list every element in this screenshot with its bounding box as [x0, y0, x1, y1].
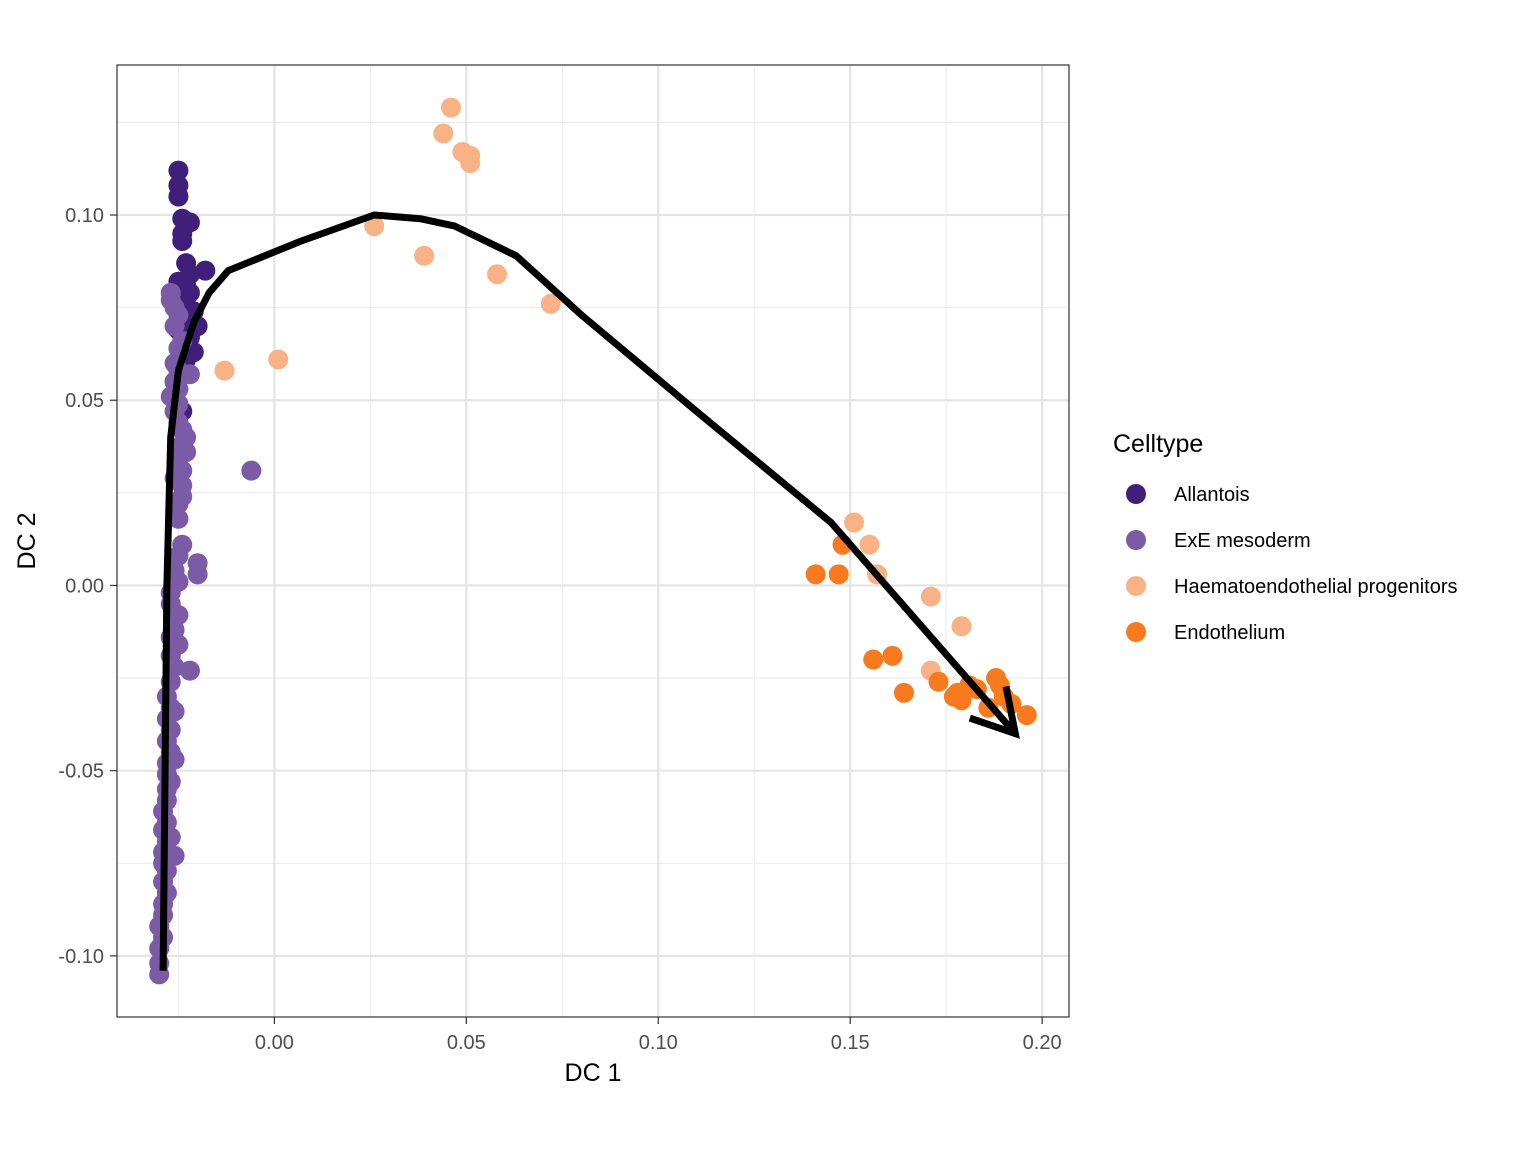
y-axis-title: DC 2	[13, 513, 41, 570]
point-haematoendothelial-progenitors	[214, 360, 235, 381]
x-tick-label: 0.20	[1023, 1032, 1062, 1054]
plot-panel	[117, 65, 1069, 1017]
x-axis-title: DC 1	[565, 1059, 622, 1087]
point-exe-mesoderm	[168, 493, 189, 514]
point-endothelium	[828, 564, 849, 585]
y-tick-label: 0.10	[65, 205, 104, 227]
legend-key-endothelium	[1126, 622, 1146, 642]
point-exe-mesoderm	[164, 701, 185, 722]
x-tick-label: 0.10	[639, 1032, 678, 1054]
point-haematoendothelial-progenitors	[268, 349, 289, 370]
point-exe-mesoderm	[168, 508, 189, 529]
point-exe-mesoderm	[164, 845, 185, 866]
point-allantois	[195, 260, 216, 281]
point-endothelium	[893, 682, 914, 703]
y-tick-label: -0.10	[58, 946, 104, 968]
point-haematoendothelial-progenitors	[951, 616, 972, 637]
point-haematoendothelial-progenitors	[364, 216, 385, 237]
y-tick-label: 0.05	[65, 390, 104, 412]
legend-label-endothelium: Endothelium	[1174, 622, 1285, 644]
point-exe-mesoderm	[241, 460, 262, 481]
point-allantois	[168, 186, 189, 207]
point-allantois	[168, 160, 189, 181]
point-endothelium	[928, 671, 949, 692]
point-exe-mesoderm	[164, 316, 185, 337]
point-endothelium	[805, 564, 826, 585]
x-tick-label: 0.15	[831, 1032, 870, 1054]
point-exe-mesoderm	[164, 749, 185, 770]
point-haematoendothelial-progenitors	[440, 97, 461, 118]
y-axis: -0.10 -0.05 0.00 0.05 0.10	[58, 205, 117, 968]
point-haematoendothelial-progenitors	[414, 245, 435, 266]
point-haematoendothelial-progenitors	[540, 293, 561, 314]
legend-key-exe-mesoderm	[1126, 530, 1146, 550]
point-allantois	[172, 230, 193, 251]
legend-key-haematoendothelial-progenitors	[1126, 576, 1146, 596]
point-haematoendothelial-progenitors	[487, 264, 508, 285]
point-haematoendothelial-progenitors	[844, 512, 865, 533]
trajectory-line	[159, 211, 1018, 971]
point-haematoendothelial-progenitors	[460, 153, 481, 174]
y-tick-label: 0.00	[65, 575, 104, 597]
legend-title: Celltype	[1113, 430, 1203, 458]
point-endothelium	[863, 649, 884, 670]
legend-label-haematoendothelial-progenitors: Haematoendothelial progenitors	[1174, 576, 1458, 598]
point-haematoendothelial-progenitors	[433, 123, 454, 144]
trajectory-arrow	[159, 211, 1020, 971]
x-tick-label: 0.05	[447, 1032, 486, 1054]
point-exe-mesoderm	[187, 564, 208, 585]
point-endothelium	[951, 690, 972, 711]
x-tick-label: 0.00	[255, 1032, 294, 1054]
y-tick-label: -0.05	[58, 761, 104, 783]
legend-key-allantois	[1126, 484, 1146, 504]
legend-label-allantois: Allantois	[1174, 484, 1250, 506]
point-exe-mesoderm	[179, 660, 200, 681]
point-haematoendothelial-progenitors	[859, 534, 880, 555]
point-exe-mesoderm	[179, 364, 200, 385]
point-haematoendothelial-progenitors	[920, 586, 941, 607]
legend-label-exe-mesoderm: ExE mesoderm	[1174, 530, 1311, 552]
trajectory-arrowhead	[968, 685, 1020, 739]
point-endothelium	[1016, 705, 1037, 726]
plot-border	[116, 64, 1070, 1018]
point-endothelium	[882, 645, 903, 666]
legend: Celltype Allantois ExE mesoderm Haematoend…	[1113, 430, 1458, 644]
legend-entries: Allantois ExE mesoderm Haematoendothelial …	[1126, 484, 1458, 644]
x-axis: 0.00 0.05 0.10 0.15 0.20	[255, 1017, 1062, 1054]
